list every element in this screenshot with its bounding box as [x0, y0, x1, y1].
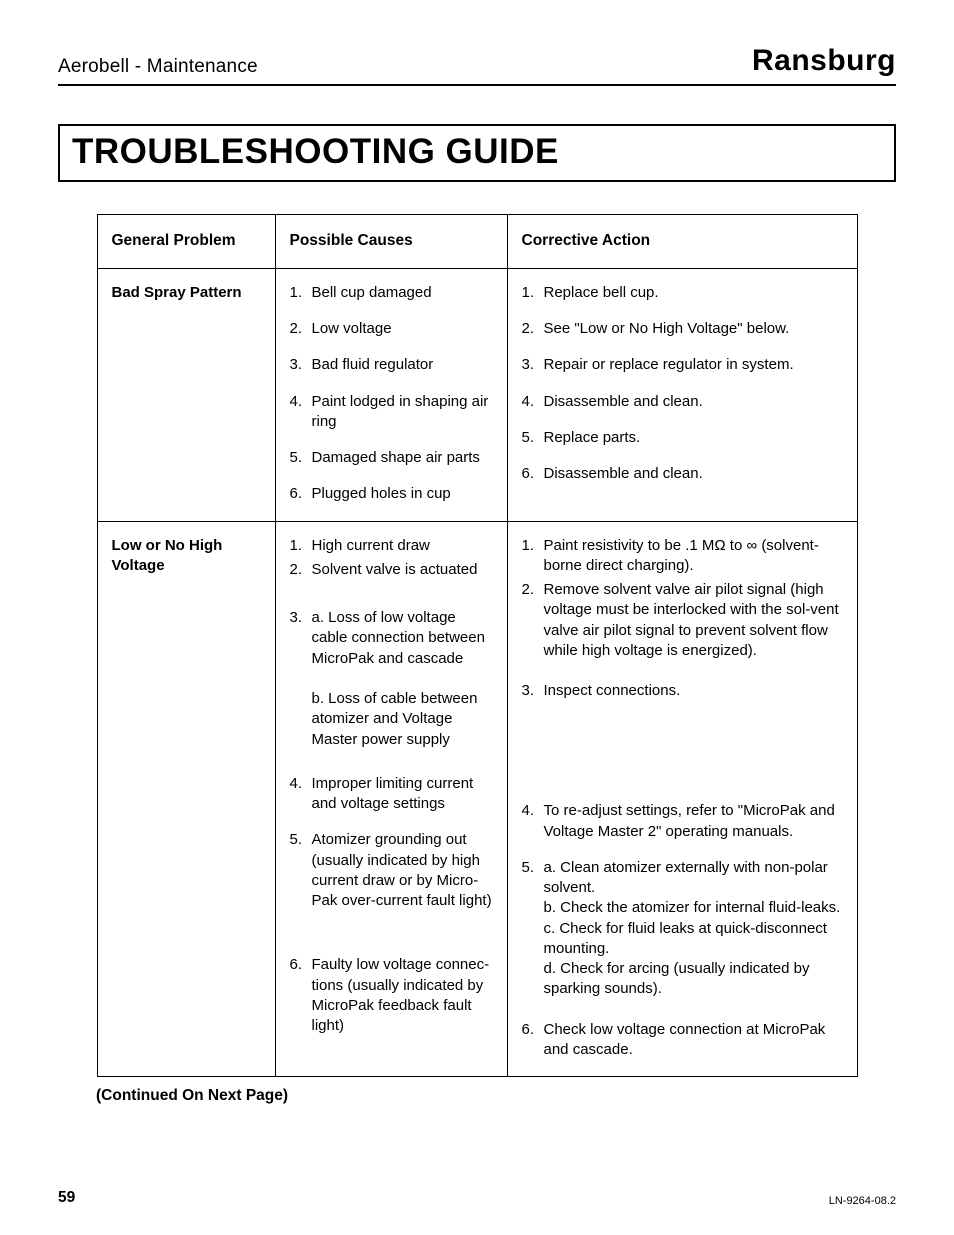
page-header: Aerobell - Maintenance Ransburg: [58, 44, 896, 78]
page-footer: 59 LN-9264-08.2: [58, 1189, 896, 1207]
action-text: a. Clean atomizer externally with non-po…: [544, 859, 841, 998]
troubleshooting-table: General Problem Possible Causes Correcti…: [97, 214, 858, 1077]
table-row: Bad Spray Pattern Bell cup damaged Low v…: [97, 268, 857, 521]
action-item: Replace bell cup.: [522, 283, 843, 303]
cause-item: Bad fluid regulator: [290, 355, 493, 375]
col-header-causes: Possible Causes: [275, 215, 507, 269]
action-item: Check low voltage connection at MicroPak…: [522, 1020, 843, 1061]
continued-label: (Continued On Next Page): [96, 1087, 896, 1105]
causes-cell: Bell cup damaged Low voltage Bad fluid r…: [275, 268, 507, 521]
action-item: To re-adjust settings, refer to "MicroPa…: [522, 801, 843, 842]
action-item: Repair or replace regulator in system.: [522, 355, 843, 375]
cause-item: Atomizer grounding out (usually indicate…: [290, 830, 493, 911]
actions-cell: Replace bell cup. See "Low or No High Vo…: [507, 268, 857, 521]
cause-text: Solvent valve is actuated: [312, 561, 478, 578]
cause-item: a. Loss of low voltage cable connection …: [290, 608, 493, 750]
col-header-action: Corrective Action: [507, 215, 857, 269]
header-rule: [58, 84, 896, 86]
action-item: Disassemble and clean.: [522, 392, 843, 412]
action-item: Paint resistivity to be .1 MΩ to ∞ (solv…: [522, 536, 843, 577]
document-number: LN-9264-08.2: [829, 1195, 896, 1207]
col-header-problem: General Problem: [97, 215, 275, 269]
causes-cell: High current draw Solvent valve is actua…: [275, 521, 507, 1077]
cause-text: a. Loss of low voltage cable connection …: [312, 609, 485, 748]
brand-logo-text: Ransburg: [752, 44, 896, 78]
cause-item: High current draw: [290, 536, 493, 556]
cause-item: Low voltage: [290, 319, 493, 339]
title-box: TROUBLESHOOTING GUIDE: [58, 124, 896, 182]
problem-cell: Low or No High Voltage: [97, 521, 275, 1077]
action-item: Disassemble and clean.: [522, 464, 843, 484]
action-item: Remove solvent valve air pilot signal (h…: [522, 580, 843, 661]
cause-item: Faulty low voltage connec-tions (usually…: [290, 955, 493, 1036]
cause-item: Paint lodged in shaping air ring: [290, 392, 493, 433]
cause-item: Improper limiting current and voltage se…: [290, 774, 493, 815]
header-section-title: Aerobell - Maintenance: [58, 56, 258, 78]
cause-text: Atomizer grounding out (usually indicate…: [312, 831, 492, 909]
cause-item: Plugged holes in cup: [290, 484, 493, 504]
cause-item: Damaged shape air parts: [290, 448, 493, 468]
problem-cell: Bad Spray Pattern: [97, 268, 275, 521]
table-row: Low or No High Voltage High current draw…: [97, 521, 857, 1077]
actions-cell: Paint resistivity to be .1 MΩ to ∞ (solv…: [507, 521, 857, 1077]
action-item: Replace parts.: [522, 428, 843, 448]
action-text: Remove solvent valve air pilot signal (h…: [544, 581, 839, 659]
action-item: See "Low or No High Voltage" below.: [522, 319, 843, 339]
page-number: 59: [58, 1189, 75, 1207]
action-item: a. Clean atomizer externally with non-po…: [522, 858, 843, 1000]
action-item: Inspect connections.: [522, 681, 843, 701]
action-text: Inspect connections.: [544, 682, 681, 699]
page-title: TROUBLESHOOTING GUIDE: [72, 132, 882, 172]
cause-item: Solvent valve is actuated: [290, 560, 493, 580]
table-header-row: General Problem Possible Causes Correcti…: [97, 215, 857, 269]
cause-item: Bell cup damaged: [290, 283, 493, 303]
